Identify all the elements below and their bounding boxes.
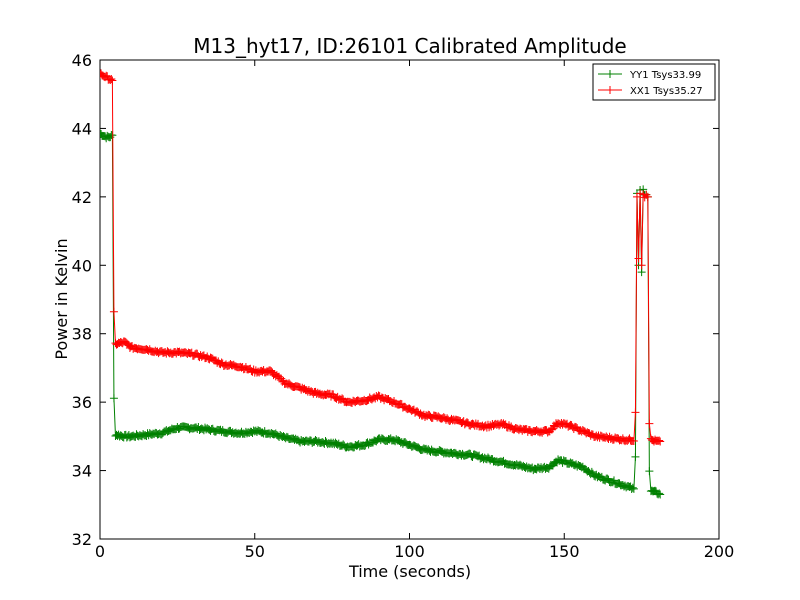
series-yy1 — [100, 129, 665, 499]
data-point-marker — [109, 307, 118, 316]
legend: YY1 Tsys33.99 XX1 Tsys35.27 — [592, 63, 716, 101]
y-tick-label: 42 — [72, 188, 92, 207]
y-tick-label: 34 — [72, 462, 92, 481]
data-point-marker — [631, 408, 640, 417]
x-tick-label: 0 — [95, 542, 105, 561]
data-point-marker — [107, 74, 116, 83]
chart-title: M13_hyt17, ID:26101 Calibrated Amplitude — [193, 34, 626, 58]
data-point-marker — [106, 75, 115, 84]
y-tick-label: 40 — [72, 256, 92, 275]
data-point-marker — [108, 76, 117, 85]
data-point-marker — [637, 261, 646, 270]
data-point-marker — [642, 190, 651, 199]
data-point-marker — [628, 483, 637, 492]
legend-marker — [606, 86, 614, 94]
data-point-marker — [629, 436, 638, 445]
y-tick-label: 32 — [72, 530, 92, 549]
series-layer — [100, 69, 665, 499]
legend-box — [592, 63, 716, 101]
y-tick-label: 44 — [72, 119, 92, 138]
legend-marker — [606, 70, 614, 78]
data-point-marker — [645, 419, 654, 428]
data-point-marker — [656, 437, 665, 446]
data-point-marker — [543, 428, 552, 437]
y-axis-label: Power in Kelvin — [52, 238, 71, 359]
x-tick-label: 200 — [704, 542, 735, 561]
data-point-marker — [634, 254, 643, 263]
legend-label: XX1 Tsys35.27 — [630, 86, 703, 97]
ticks-layer: 0 50 100 150 200 32 34 36 38 40 42 44 46 — [72, 51, 735, 561]
data-point-marker — [656, 490, 665, 499]
y-tick-label: 38 — [72, 325, 92, 344]
data-point-marker — [629, 484, 638, 493]
legend-label: YY1 Tsys33.99 — [629, 70, 701, 81]
y-tick-label: 36 — [72, 393, 92, 412]
data-point-marker — [655, 489, 664, 498]
plot-frame — [99, 59, 720, 540]
x-axis-label: Time (seconds) — [348, 562, 471, 581]
x-tick-label: 100 — [394, 542, 425, 561]
plot-area: 0 50 100 150 200 32 34 36 38 40 42 44 46 — [72, 51, 735, 561]
data-point-marker — [655, 436, 664, 445]
series-xx1 — [100, 69, 665, 446]
data-point-marker — [631, 452, 640, 461]
x-tick-label: 50 — [245, 542, 265, 561]
data-point-marker — [109, 394, 118, 403]
data-point-marker — [645, 467, 654, 476]
data-point-marker — [643, 192, 652, 201]
legend-entries: YY1 Tsys33.99 XX1 Tsys35.27 — [598, 70, 703, 97]
data-point-marker — [637, 268, 646, 277]
y-tick-label: 46 — [72, 51, 92, 70]
x-tick-label: 150 — [549, 542, 580, 561]
